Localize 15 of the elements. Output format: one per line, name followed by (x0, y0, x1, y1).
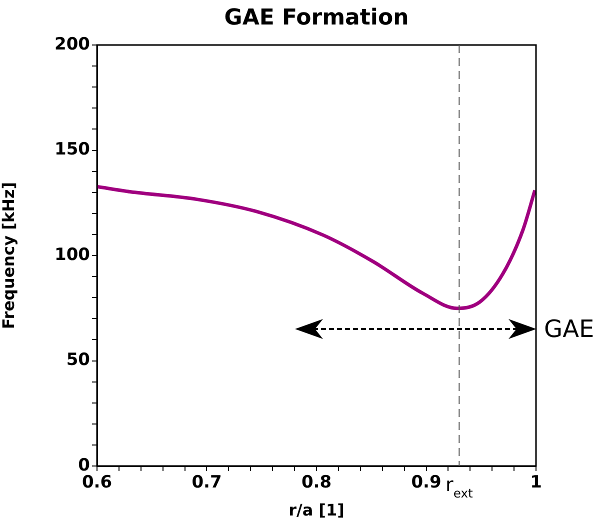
y-axis-title: Frequency [kHz] (0, 182, 18, 330)
y-tick-label: 200 (54, 34, 90, 54)
y-tick-label: 0 (78, 455, 90, 476)
x-tick-label: 0.8 (301, 472, 332, 493)
y-tick-label: 150 (54, 140, 90, 160)
chart-title: GAE Formation (224, 6, 409, 31)
y-tick-label: 100 (54, 244, 90, 265)
x-tick-label: 1 (530, 472, 542, 493)
x-tick-label: 0.6 (82, 472, 112, 493)
y-tick-label: 50 (66, 350, 90, 370)
x-tick-label: 0.9 (411, 472, 442, 493)
x-tick-label: 0.7 (192, 472, 222, 493)
x-axis-title: r/a [1] (288, 500, 344, 520)
line-series (97, 184, 536, 310)
text: GAE (544, 315, 594, 344)
